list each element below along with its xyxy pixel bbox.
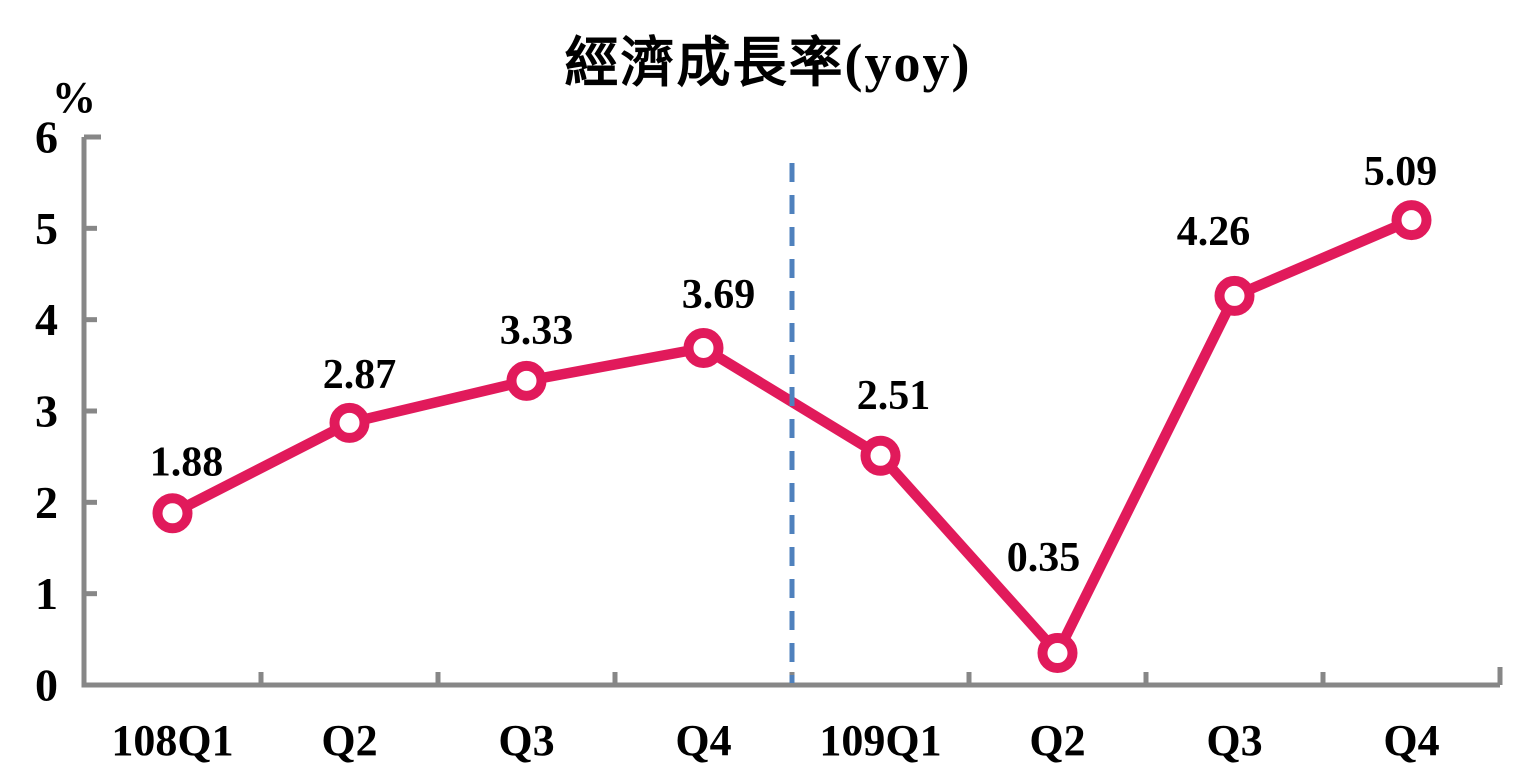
- data-point-marker: [1214, 275, 1255, 316]
- y-axis-ticks: [84, 134, 101, 597]
- y-tick-label: 4: [35, 294, 58, 345]
- data-point-label: 2.87: [323, 352, 397, 398]
- x-tick-label: Q3: [1206, 716, 1262, 765]
- data-point-marker: [152, 493, 193, 534]
- data-point-markers: [152, 200, 1432, 674]
- y-tick-label: 3: [35, 386, 58, 437]
- x-tick-label: Q2: [1029, 716, 1085, 765]
- x-tick-label: 109Q1: [819, 716, 941, 765]
- y-tick-label: 5: [35, 203, 58, 254]
- data-point-label: 4.26: [1177, 209, 1251, 255]
- data-point-label: 5.09: [1364, 149, 1438, 195]
- x-tick-label: Q4: [1383, 716, 1439, 765]
- data-point-marker: [683, 327, 724, 368]
- data-point-marker: [329, 402, 370, 443]
- data-point-label: 3.33: [500, 308, 574, 354]
- x-axis-tick-labels: 108Q1 Q2 Q3 Q4 109Q1 Q2 Q3 Q4: [111, 716, 1439, 765]
- y-axis-tick-labels: 0 1 2 3 4 5 6: [35, 112, 58, 711]
- y-tick-label: 6: [35, 112, 58, 163]
- data-point-label: 2.51: [857, 373, 931, 419]
- chart-title: 經濟成長率(yoy): [564, 33, 972, 93]
- x-tick-label: Q3: [498, 716, 554, 765]
- data-point-marker: [860, 435, 901, 476]
- y-tick-label: 0: [35, 660, 58, 711]
- data-point-labels: 1.88 2.87 3.33 3.69 2.51 0.35 4.26 5.09: [150, 149, 1438, 581]
- data-point-label: 1.88: [150, 439, 224, 485]
- data-point-label: 0.35: [1007, 535, 1081, 581]
- x-tick-label: Q4: [675, 716, 731, 765]
- y-axis-unit-label: %: [52, 73, 96, 122]
- x-tick-label: 108Q1: [111, 716, 233, 765]
- x-tick-label: Q2: [321, 716, 377, 765]
- x-axis-ticks: [258, 667, 1503, 685]
- data-point-marker: [506, 360, 547, 401]
- y-tick-label: 1: [35, 568, 58, 619]
- data-point-marker: [1037, 633, 1078, 674]
- data-point-label: 3.69: [682, 272, 756, 318]
- y-tick-label: 2: [35, 477, 58, 528]
- data-point-marker: [1391, 200, 1432, 241]
